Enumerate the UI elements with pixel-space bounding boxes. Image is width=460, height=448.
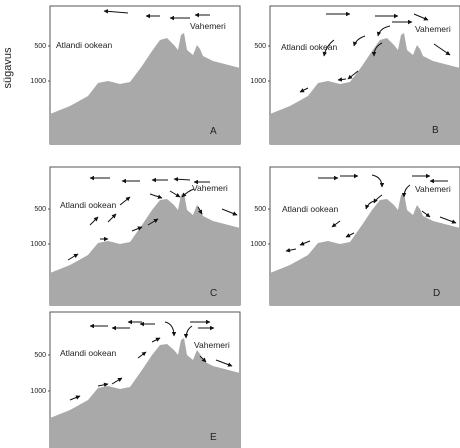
seafloor-profile: [270, 33, 460, 144]
ocean-label: Atlandi ookean: [282, 204, 339, 214]
panel-letter: D: [433, 288, 440, 299]
depth-tick-1000: 1000: [30, 388, 46, 395]
depth-tick-500: 500: [254, 43, 266, 50]
depth-tick-500: 500: [254, 206, 266, 213]
sea-label: Vahemeri: [415, 184, 451, 194]
seafloor-profile: [50, 33, 240, 144]
depth-tick-500: 500: [34, 206, 46, 213]
depth-tick-500: 500: [34, 352, 46, 359]
sea-label: Vahemeri: [190, 21, 226, 31]
current-arrows: [67, 175, 238, 261]
depth-tick-1000: 1000: [30, 241, 46, 248]
depth-tick-1000: 1000: [250, 78, 266, 85]
panel-a: Atlandi ookean Vahemeri 500 1000 A: [30, 5, 241, 145]
sea-label: Vahemeri: [415, 24, 451, 34]
ocean-label: Atlandi ookean: [281, 42, 338, 52]
sea-label: Vahemeri: [194, 340, 230, 350]
panel-d: Atlandi ookean Vahemeri 500 1000 D: [250, 166, 460, 306]
depth-tick-500: 500: [34, 43, 46, 50]
seafloor-profile: [50, 193, 240, 305]
y-axis-label: sügavus: [2, 47, 14, 88]
panel-e: Atlandi ookean Vahemeri 500 1000 E: [30, 311, 241, 448]
panel-letter: A: [210, 126, 217, 137]
panel-c: Atlandi ookean Vahemeri 500 1000 C: [30, 166, 241, 306]
current-arrows: [69, 319, 233, 401]
depth-tick-1000: 1000: [30, 78, 46, 85]
panel-letter: C: [210, 288, 217, 299]
current-arrows: [285, 173, 457, 253]
ocean-label: Atlandi ookean: [56, 40, 113, 50]
sea-label: Vahemeri: [192, 183, 228, 193]
depth-tick-1000: 1000: [250, 241, 266, 248]
panel-letter: B: [432, 125, 439, 136]
seafloor-profile: [270, 193, 460, 305]
ocean-label: Atlandi ookean: [60, 348, 117, 358]
ocean-label: Atlandi ookean: [60, 200, 117, 210]
panel-letter: E: [210, 432, 217, 443]
current-arrows: [103, 9, 210, 21]
current-arrows: [299, 11, 451, 93]
seafloor-profile: [50, 338, 240, 448]
panel-b: Atlandi ookean Vahemeri 500 1000 B: [250, 5, 460, 145]
